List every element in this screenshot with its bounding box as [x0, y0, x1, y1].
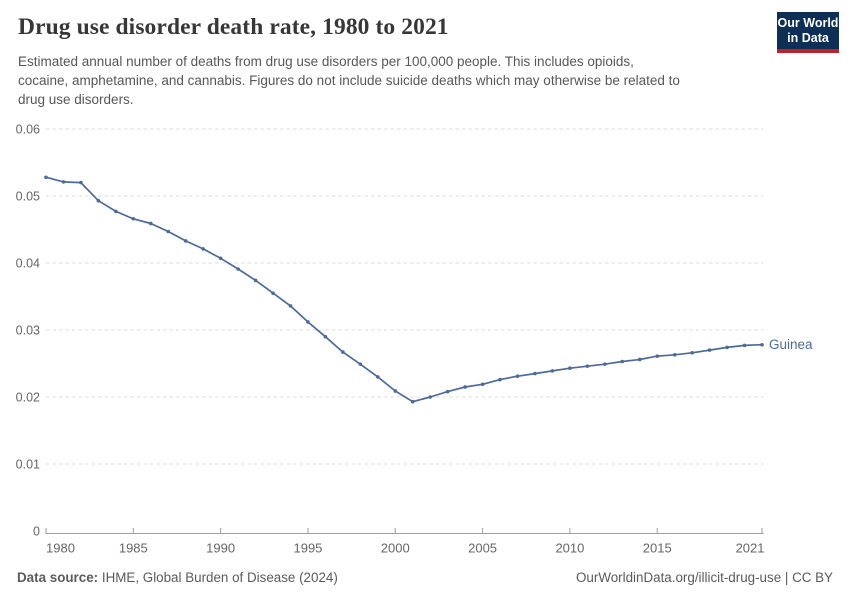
series-point[interactable] — [480, 382, 485, 387]
series-point[interactable] — [445, 389, 450, 394]
series-point[interactable] — [428, 395, 432, 399]
series-point[interactable] — [358, 362, 363, 366]
series-point[interactable] — [498, 377, 502, 382]
series-point[interactable] — [585, 364, 590, 368]
x-axis-tick-label: 2005 — [468, 541, 497, 556]
series-point[interactable] — [742, 343, 747, 348]
y-axis-tick-label: 0.01 — [16, 458, 40, 472]
footer-license-link[interactable]: OurWorldinData.org/illicit-drug-use | CC… — [576, 570, 833, 585]
x-axis-tick-label: 1985 — [119, 541, 148, 556]
y-axis-tick-label: 0.04 — [16, 257, 40, 271]
x-axis-tick-label: 1990 — [206, 541, 235, 556]
series-point[interactable] — [288, 304, 293, 308]
series-point[interactable] — [271, 291, 275, 295]
x-axis-tick-label: 2000 — [381, 541, 410, 556]
series-point[interactable] — [637, 357, 642, 362]
series-point[interactable] — [655, 354, 660, 358]
series-line-guinea[interactable] — [45, 176, 763, 403]
series-point[interactable] — [463, 385, 467, 389]
series-point[interactable] — [79, 180, 83, 185]
series-point[interactable] — [114, 209, 118, 214]
chart-subtitle-line: Estimated annual number of deaths from d… — [18, 54, 634, 69]
series-point[interactable] — [620, 359, 625, 364]
owid-logo-text-line2: in Data — [787, 31, 829, 45]
owid-logo-text-line1: Our World — [777, 16, 839, 30]
series-point[interactable] — [410, 399, 415, 404]
series-end-label: Guinea — [769, 337, 813, 352]
series-point[interactable] — [515, 374, 520, 379]
series-point[interactable] — [533, 371, 537, 376]
data-source-label: Data source: — [17, 570, 99, 585]
x-axis-tick-label: 2021 — [736, 541, 765, 556]
series-point[interactable] — [550, 369, 555, 373]
series-point[interactable] — [725, 345, 729, 350]
y-axis-tick-label: 0.03 — [16, 324, 40, 338]
series-point[interactable] — [672, 352, 677, 357]
series-point[interactable] — [236, 267, 240, 271]
series-point[interactable] — [760, 342, 764, 347]
series-point[interactable] — [44, 175, 48, 180]
x-axis-tick-label: 2010 — [555, 541, 584, 556]
series-point[interactable] — [96, 198, 101, 203]
series-point[interactable] — [131, 216, 136, 221]
owid-logo[interactable]: Our World in Data — [777, 12, 839, 53]
series-point[interactable] — [201, 247, 205, 251]
series-point[interactable] — [568, 366, 572, 370]
series-point[interactable] — [253, 278, 258, 283]
chart-footer: Data source: IHME, Global Burden of Dise… — [0, 569, 850, 587]
data-source-note: Data source: IHME, Global Burden of Dise… — [17, 569, 338, 587]
series-point[interactable] — [707, 348, 712, 352]
series-point[interactable] — [218, 256, 223, 261]
chart-title: Drug use disorder death rate, 1980 to 20… — [18, 14, 449, 40]
x-axis-tick-label: 1980 — [46, 541, 75, 556]
series-point[interactable] — [341, 350, 345, 354]
series-point[interactable] — [323, 334, 328, 339]
series-point[interactable] — [690, 350, 694, 355]
x-axis-tick-label: 1995 — [293, 541, 322, 556]
series-point[interactable] — [61, 180, 66, 184]
series-point[interactable] — [603, 362, 607, 366]
y-axis-tick-label: 0.06 — [16, 123, 40, 137]
chart-subtitle-line: cocaine, amphetamine, and cannabis. Figu… — [18, 73, 680, 88]
data-source-text: IHME, Global Burden of Disease (2024) — [101, 570, 338, 585]
chart-subtitle-line: drug use disorders. — [18, 92, 134, 107]
chart-subtitle: Estimated annual number of deaths from d… — [18, 52, 680, 109]
series-point[interactable] — [166, 229, 171, 234]
x-axis-tick-label: 2015 — [643, 541, 672, 556]
series-point[interactable] — [393, 389, 398, 393]
series-point[interactable] — [183, 239, 188, 243]
series-point[interactable] — [148, 221, 153, 226]
y-axis-tick-label: 0 — [33, 525, 40, 539]
series-point[interactable] — [376, 375, 380, 379]
y-axis-tick-label: 0.02 — [16, 391, 40, 405]
series-point[interactable] — [306, 320, 310, 324]
y-axis-tick-label: 0.05 — [16, 190, 40, 204]
